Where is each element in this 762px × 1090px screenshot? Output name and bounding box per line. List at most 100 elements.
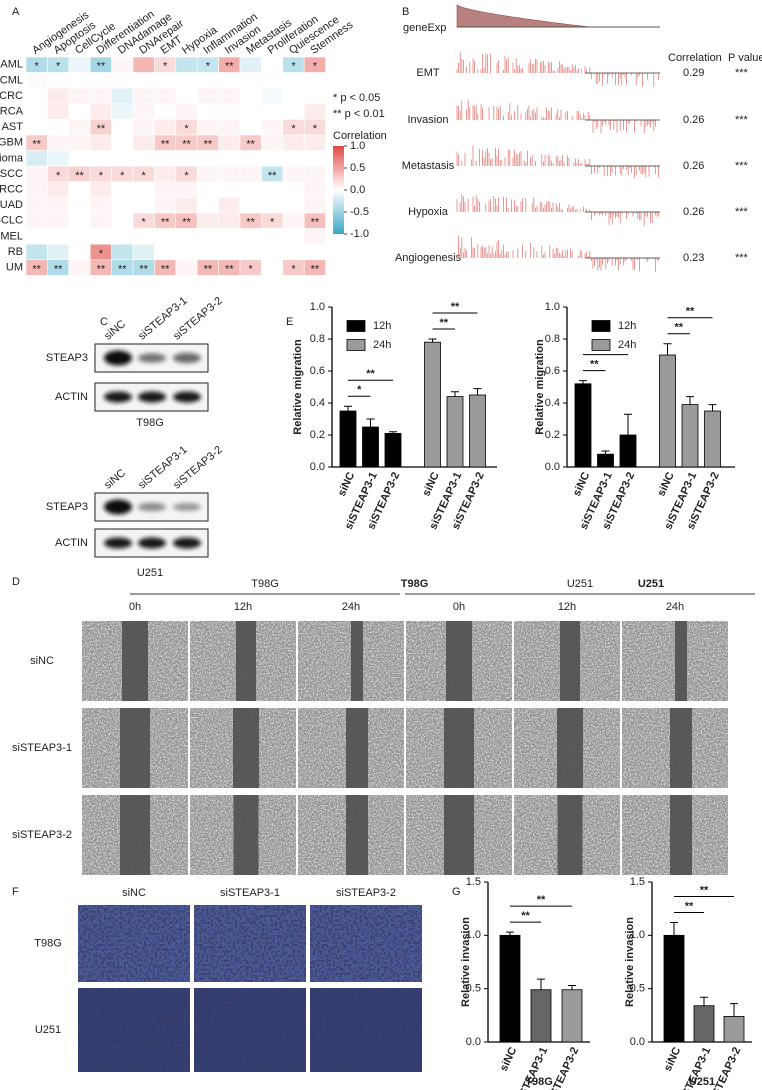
significance: ** xyxy=(139,264,148,276)
significance: * xyxy=(142,170,147,182)
y-tick-label: 0.6 xyxy=(545,365,560,377)
heatmap-cell xyxy=(175,150,198,167)
wound-gap xyxy=(670,708,692,788)
condition-label: siSTEAP3-2 xyxy=(336,887,396,899)
heatmap-cell xyxy=(47,181,70,198)
significance: ** xyxy=(311,264,320,276)
bar xyxy=(362,426,379,468)
heatmap-cell xyxy=(154,197,177,214)
colorbar-title: Correlation xyxy=(333,130,387,142)
heatmap-cell xyxy=(47,119,70,136)
row-label: BRCA xyxy=(0,106,24,118)
colorbar-tick-label: -1.0 xyxy=(350,228,369,240)
heatmap-cell xyxy=(175,243,198,261)
heatmap-cell xyxy=(68,197,91,214)
heatmap-cell xyxy=(261,259,284,276)
heatmap-cell xyxy=(154,119,177,136)
bar xyxy=(723,1016,745,1043)
colorbar-tick-label: -0.5 xyxy=(350,206,369,218)
heatmap-cell xyxy=(47,103,70,120)
heatmap-cell xyxy=(68,181,91,198)
correlation: 0.26 xyxy=(683,114,704,126)
heatmap-cell xyxy=(261,103,284,120)
heatmap-cell xyxy=(68,87,91,105)
row-label: CML xyxy=(0,74,23,86)
column-header: Correlation xyxy=(668,52,722,64)
protein-label: ACTIN xyxy=(55,537,88,549)
significance: * xyxy=(291,61,296,73)
heatmap-cell xyxy=(261,56,284,73)
correlation: 0.29 xyxy=(683,67,704,79)
time-label: 24h xyxy=(342,601,360,613)
heatmap-cell xyxy=(68,134,91,151)
error-bar xyxy=(579,380,587,384)
legend-label: 12h xyxy=(373,320,391,332)
x-tick-label: siNC xyxy=(662,1045,683,1073)
significance-label: ** xyxy=(521,910,530,922)
significance: ** xyxy=(118,264,127,276)
significance: ** xyxy=(182,217,191,229)
heatmap-cell xyxy=(89,197,112,214)
heatmap-cell xyxy=(196,72,219,89)
heatmap-cell xyxy=(89,150,112,167)
bar xyxy=(424,341,441,468)
heatmap-cell xyxy=(261,243,284,261)
heatmap-cell xyxy=(68,119,91,136)
signature-name: Invasion xyxy=(408,114,449,126)
significance: * xyxy=(249,264,254,276)
cell-line-header: U251 xyxy=(567,578,593,590)
significance: ** xyxy=(161,217,170,229)
heatmap-cell xyxy=(154,103,177,120)
heatmap-cell xyxy=(89,181,112,198)
heatmap-cell xyxy=(261,150,284,167)
significance: ** xyxy=(204,139,213,151)
significance: ** xyxy=(32,139,41,151)
blot-band xyxy=(173,352,201,364)
heatmap-cell xyxy=(47,87,70,105)
protein-label: STEAP3 xyxy=(46,352,88,364)
error-bar xyxy=(451,391,459,397)
significance-label: ** xyxy=(451,301,460,313)
significance-label: ** xyxy=(686,306,695,318)
heatmap-cell xyxy=(89,228,112,245)
legend-note: ** p < 0.01 xyxy=(333,108,385,120)
blot-band xyxy=(173,503,201,511)
significance: * xyxy=(291,264,296,276)
bar xyxy=(704,410,721,468)
enrichment-trace xyxy=(456,194,659,226)
enrichment-trace xyxy=(456,99,656,134)
condition-label: siSTEAP3-1 xyxy=(12,742,72,754)
heatmap-cell xyxy=(47,228,70,245)
heatmap-cell xyxy=(89,72,112,89)
heatmap-cell xyxy=(132,150,155,167)
row-label: AST xyxy=(2,121,24,133)
heatmap-cell xyxy=(175,197,198,214)
heatmap-cell xyxy=(89,212,112,229)
micrograph xyxy=(194,988,306,1072)
significance: * xyxy=(313,123,318,135)
blot-caption: T98G xyxy=(136,417,164,429)
bar xyxy=(663,934,685,1043)
heatmap-cell xyxy=(196,243,219,261)
heatmap-cell xyxy=(218,87,241,105)
heatmap-cell xyxy=(132,243,155,261)
y-tick-label: 0.2 xyxy=(310,429,325,441)
heatmap-cell xyxy=(68,56,91,73)
enrichment-trace xyxy=(456,235,659,272)
heatmap-cell xyxy=(132,103,155,120)
bar xyxy=(693,1005,715,1043)
heatmap-cell xyxy=(175,259,198,276)
heatmap-cell xyxy=(282,72,305,89)
colorbar-tick-label: 0.0 xyxy=(350,184,365,196)
bar xyxy=(561,989,583,1043)
heatmap-cell xyxy=(111,197,134,214)
heatmap-cell xyxy=(196,181,219,198)
heatmap-cell xyxy=(218,134,241,151)
x-axis-label: T98G xyxy=(525,1076,553,1088)
y-axis-label: Relative invasion xyxy=(460,917,472,1007)
x-tick-label: siNC xyxy=(420,470,441,498)
blot-band xyxy=(138,391,166,403)
heatmap-cell xyxy=(218,165,241,183)
heatmap-cell xyxy=(175,87,198,105)
x-tick-label: siNC xyxy=(498,1045,519,1073)
